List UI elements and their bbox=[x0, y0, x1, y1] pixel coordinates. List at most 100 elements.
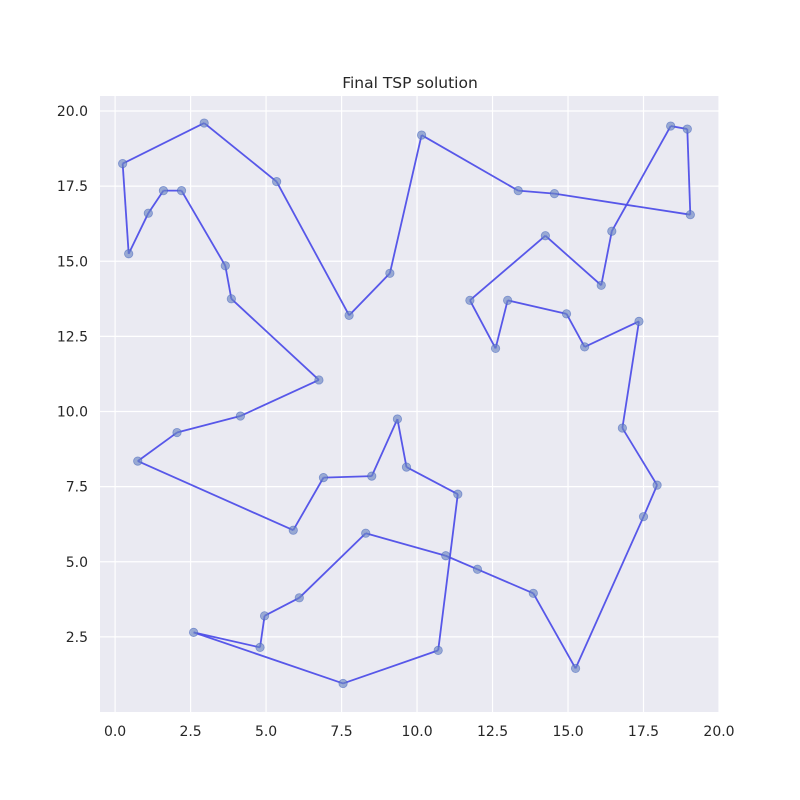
route-segment bbox=[230, 298, 320, 381]
y-tick-label: 5.0 bbox=[66, 555, 88, 571]
city-point bbox=[318, 473, 329, 483]
city-point bbox=[176, 186, 187, 196]
city-point bbox=[172, 427, 182, 438]
city-point bbox=[338, 678, 348, 689]
route-segment bbox=[193, 631, 344, 685]
route-segment bbox=[176, 415, 241, 434]
city-point bbox=[344, 310, 354, 320]
city-point bbox=[255, 642, 265, 652]
route-segment bbox=[584, 320, 640, 348]
city-point bbox=[143, 208, 153, 218]
city-point bbox=[549, 189, 560, 199]
city-point bbox=[453, 489, 463, 499]
route-segment bbox=[193, 631, 261, 649]
route-segment bbox=[621, 427, 658, 486]
city-point bbox=[634, 316, 644, 326]
route-segment bbox=[348, 272, 391, 316]
city-point bbox=[361, 528, 371, 538]
route-layer bbox=[121, 122, 692, 685]
route-segment bbox=[565, 313, 586, 348]
city-point bbox=[272, 177, 282, 187]
plot-area bbox=[100, 96, 719, 712]
route-segment bbox=[532, 592, 577, 669]
city-point bbox=[259, 611, 270, 621]
city-point bbox=[490, 343, 501, 354]
y-tick-label: 7.5 bbox=[66, 480, 88, 496]
route-segment bbox=[342, 649, 439, 685]
city-point bbox=[580, 342, 590, 352]
x-axis-ticks: 0.0 2.5 5.0 7.5 10.0 12.5 15.0 17.5 20.0 bbox=[104, 724, 735, 740]
grid-lines bbox=[100, 96, 720, 712]
city-point bbox=[561, 309, 572, 319]
route-segment bbox=[554, 192, 691, 216]
x-tick-label: 20.0 bbox=[703, 724, 734, 740]
route-segment bbox=[388, 134, 423, 274]
city-point bbox=[385, 268, 395, 278]
city-point bbox=[607, 226, 617, 236]
route-segment bbox=[137, 431, 178, 462]
city-point bbox=[226, 294, 236, 304]
route-segment bbox=[224, 265, 233, 299]
city-point bbox=[189, 627, 199, 637]
route-segment bbox=[365, 532, 446, 557]
route-segment bbox=[203, 122, 278, 183]
route-segment bbox=[396, 418, 408, 468]
city-point bbox=[367, 471, 377, 481]
city-point bbox=[685, 210, 695, 220]
city-point bbox=[503, 295, 513, 305]
x-tick-label: 0.0 bbox=[104, 724, 126, 740]
city-point bbox=[682, 124, 692, 134]
y-tick-label: 2.5 bbox=[66, 630, 88, 646]
route-segment bbox=[298, 532, 367, 599]
route-segment bbox=[240, 379, 320, 417]
route-segment bbox=[477, 568, 534, 595]
route-segment bbox=[518, 189, 555, 195]
city-point bbox=[666, 121, 676, 131]
route-segment bbox=[544, 235, 602, 286]
route-segment bbox=[469, 299, 497, 349]
route-segment bbox=[421, 134, 519, 192]
y-tick-label: 20.0 bbox=[57, 104, 88, 120]
city-point bbox=[235, 411, 246, 421]
route-segment bbox=[642, 484, 658, 518]
city-point bbox=[314, 375, 324, 385]
route-segment bbox=[406, 466, 459, 495]
route-segment bbox=[121, 163, 130, 254]
route-segment bbox=[445, 554, 478, 571]
city-point bbox=[465, 295, 475, 305]
route-segment bbox=[686, 129, 692, 215]
route-segment bbox=[611, 125, 672, 232]
city-point bbox=[540, 231, 550, 241]
chart-title: Final TSP solution bbox=[342, 74, 478, 92]
city-point bbox=[401, 462, 412, 472]
city-point bbox=[570, 663, 581, 674]
route-segment bbox=[323, 475, 372, 479]
x-tick-label: 15.0 bbox=[552, 724, 583, 740]
route-segment bbox=[437, 494, 459, 651]
city-point bbox=[472, 564, 483, 574]
y-tick-label: 15.0 bbox=[57, 254, 88, 270]
route-segment bbox=[469, 235, 546, 302]
route-segment bbox=[292, 477, 325, 531]
y-axis-ticks: 2.5 5.0 7.5 10.0 12.5 15.0 17.5 20.0 bbox=[57, 104, 88, 646]
city-point bbox=[199, 118, 209, 128]
x-tick-label: 10.0 bbox=[401, 724, 432, 740]
x-tick-label: 7.5 bbox=[330, 724, 352, 740]
x-tick-label: 5.0 bbox=[255, 724, 277, 740]
route-segment bbox=[180, 190, 227, 267]
city-point bbox=[617, 423, 627, 433]
city-point bbox=[220, 261, 230, 271]
city-point bbox=[441, 551, 451, 561]
city-point bbox=[652, 480, 662, 490]
route-segment bbox=[127, 212, 150, 255]
city-point bbox=[513, 186, 523, 196]
x-tick-label: 2.5 bbox=[179, 724, 201, 740]
route-segment bbox=[275, 181, 350, 316]
x-tick-label: 12.5 bbox=[477, 724, 508, 740]
route-segment bbox=[507, 299, 567, 315]
city-point bbox=[528, 588, 538, 598]
route-segment bbox=[264, 597, 300, 617]
city-point bbox=[433, 645, 443, 656]
